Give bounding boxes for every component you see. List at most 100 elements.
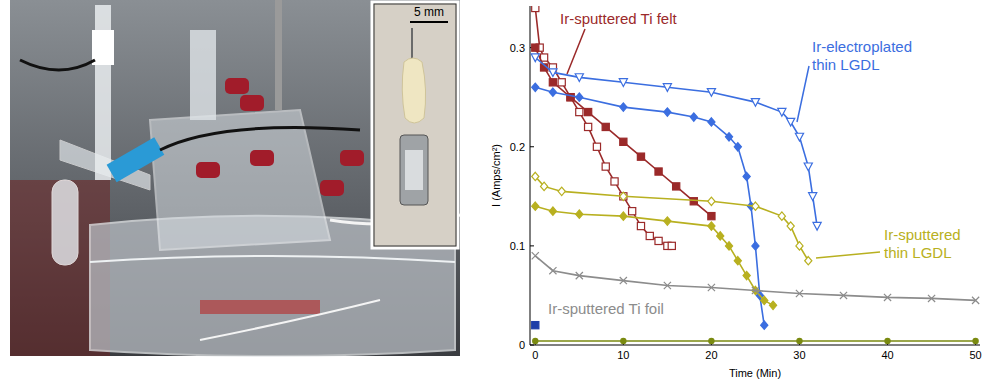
data-point bbox=[787, 118, 795, 126]
series-label: Ir-sputtered Ti felt bbox=[560, 10, 678, 27]
series bbox=[532, 172, 812, 265]
data-point bbox=[549, 69, 557, 77]
water-line bbox=[90, 256, 455, 262]
data-point bbox=[621, 338, 626, 343]
axes: 00.10.20.301020304050Time (Min)I (Amps/c… bbox=[490, 6, 982, 379]
data-point bbox=[602, 123, 609, 130]
data-point bbox=[725, 242, 732, 250]
series bbox=[532, 322, 539, 329]
data-point bbox=[532, 202, 539, 210]
data-point bbox=[673, 183, 680, 190]
label-line: Ir-sputtered Ti felt bbox=[560, 10, 678, 27]
data-point bbox=[532, 6, 539, 12]
data-point bbox=[928, 295, 935, 302]
data-point bbox=[752, 242, 759, 250]
y-tick bbox=[530, 146, 534, 147]
y-tick bbox=[530, 245, 534, 246]
label-line: Ir-sputtered bbox=[884, 226, 961, 243]
data-point bbox=[655, 168, 662, 175]
data-point bbox=[619, 79, 627, 87]
cable bbox=[20, 60, 95, 70]
data-point bbox=[532, 172, 539, 180]
x-tick-label: 10 bbox=[617, 349, 629, 361]
data-point bbox=[743, 271, 750, 279]
data-point bbox=[620, 193, 627, 200]
data-point bbox=[533, 338, 538, 343]
series bbox=[532, 202, 777, 310]
x-axis-title: Time (Min) bbox=[729, 367, 781, 379]
data-point bbox=[593, 143, 600, 150]
data-point bbox=[840, 292, 847, 299]
series-labels: Ir-sputtered Ti feltIr-electroplatedthin… bbox=[548, 10, 961, 317]
data-point bbox=[664, 282, 671, 289]
data-point bbox=[708, 118, 715, 126]
series-line bbox=[535, 206, 773, 305]
scale-bar bbox=[410, 21, 448, 23]
series-line bbox=[535, 48, 711, 217]
apparatus-photo bbox=[10, 0, 460, 356]
data-point bbox=[620, 277, 627, 284]
data-point bbox=[532, 44, 539, 51]
series bbox=[532, 44, 715, 220]
data-point bbox=[558, 187, 565, 195]
electrode-tube bbox=[190, 30, 216, 120]
x-tick-label: 40 bbox=[881, 349, 893, 361]
data-point bbox=[620, 103, 627, 111]
series-line bbox=[535, 58, 817, 227]
reference-tube bbox=[52, 180, 78, 265]
clip-shine bbox=[405, 150, 423, 190]
plot-area bbox=[531, 6, 979, 344]
data-point bbox=[796, 242, 803, 250]
clip-red bbox=[225, 78, 249, 94]
scale-label: 5 mm bbox=[414, 5, 444, 19]
series-line bbox=[535, 177, 808, 261]
data-point bbox=[532, 252, 539, 259]
data-point bbox=[734, 257, 741, 265]
wire bbox=[411, 28, 413, 60]
data-point bbox=[778, 212, 785, 220]
data-point bbox=[761, 296, 768, 304]
x-tick-label: 0 bbox=[532, 349, 538, 361]
data-point bbox=[575, 74, 583, 82]
y-tick-label: 0.2 bbox=[510, 141, 525, 153]
data-point bbox=[655, 237, 662, 244]
series-label: Ir-sputteredthin LGDL bbox=[884, 226, 961, 261]
inset-frame bbox=[372, 2, 458, 248]
data-point bbox=[637, 222, 644, 229]
data-point bbox=[885, 338, 890, 343]
data-point bbox=[549, 88, 556, 96]
data-point bbox=[709, 338, 714, 343]
y-tick-label: 0 bbox=[519, 339, 525, 351]
series-label: Ir-sputtered Ti foil bbox=[548, 300, 664, 317]
data-point bbox=[611, 178, 618, 185]
cable bbox=[160, 128, 360, 151]
data-point bbox=[804, 163, 812, 171]
data-point bbox=[707, 89, 715, 97]
data-point bbox=[884, 294, 891, 301]
data-point bbox=[531, 54, 539, 62]
cap bbox=[92, 30, 114, 65]
data-point bbox=[708, 222, 715, 230]
data-point bbox=[549, 267, 556, 274]
x-tick-label: 50 bbox=[969, 349, 981, 361]
data-point bbox=[620, 192, 627, 200]
data-point bbox=[532, 83, 539, 91]
label-line: thin LGDL bbox=[884, 244, 952, 261]
data-point bbox=[795, 133, 803, 141]
x-axis-line bbox=[530, 345, 980, 346]
data-point bbox=[809, 193, 817, 201]
coated-electrode bbox=[402, 58, 425, 123]
label-line: thin LGDL bbox=[812, 56, 880, 73]
data-point bbox=[558, 79, 565, 86]
data-point bbox=[725, 133, 732, 141]
data-point bbox=[743, 172, 750, 180]
data-point bbox=[778, 108, 786, 116]
metal-clip bbox=[400, 135, 428, 205]
data-point bbox=[752, 287, 759, 294]
data-point bbox=[972, 297, 979, 304]
figure: 5 mm00.10.20.301020304050Time (Min)I (Am… bbox=[0, 0, 997, 385]
data-point bbox=[576, 93, 583, 101]
label-line: Ir-sputtered Ti foil bbox=[548, 300, 664, 317]
photo-background bbox=[10, 0, 460, 356]
data-point bbox=[585, 108, 592, 115]
